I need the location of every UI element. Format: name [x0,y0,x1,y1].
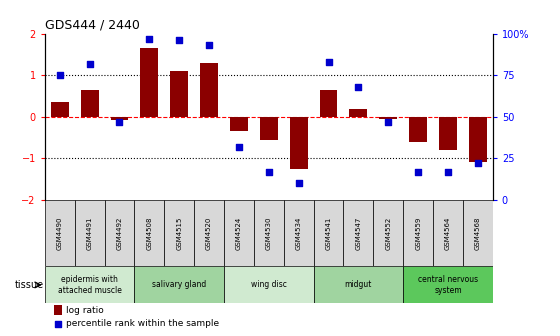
Bar [74,200,105,266]
Text: epidermis with
attached muscle: epidermis with attached muscle [58,275,122,295]
Point [175,38,184,43]
Bar [141,48,158,117]
Point [235,144,244,150]
Text: GSM4568: GSM4568 [475,216,481,250]
Bar [433,200,463,266]
Text: GSM4547: GSM4547 [356,216,361,250]
Bar [45,266,134,303]
Bar [403,200,433,266]
Bar [164,200,194,266]
Bar [290,117,307,169]
Bar [314,200,343,266]
Text: GSM4492: GSM4492 [116,216,123,250]
Text: GSM4491: GSM4491 [87,216,92,250]
Text: GSM4541: GSM4541 [325,216,332,250]
Bar [170,71,188,117]
Point [444,169,452,174]
Bar [469,117,487,163]
Bar [224,266,314,303]
Bar [439,117,457,150]
Point [324,59,333,65]
Bar [463,200,493,266]
Point [204,43,213,48]
Bar [54,305,62,315]
Bar [374,200,403,266]
Bar [224,200,254,266]
Bar [230,117,248,131]
Point [145,36,154,41]
Point [85,61,94,66]
Point [115,119,124,124]
Bar [200,63,218,117]
Text: midgut: midgut [345,281,372,289]
Point [53,321,62,326]
Text: tissue: tissue [15,280,44,290]
Bar [403,266,493,303]
Point [55,73,64,78]
Text: GSM4515: GSM4515 [176,216,182,250]
Bar [260,117,278,140]
Text: GSM4552: GSM4552 [385,217,391,250]
Bar [284,200,314,266]
Text: percentile rank within the sample: percentile rank within the sample [66,319,220,328]
Point [294,181,303,186]
Bar [379,117,397,119]
Bar [343,200,374,266]
Bar [81,90,99,117]
Text: GSM4508: GSM4508 [146,216,152,250]
Bar [349,109,367,117]
Bar [110,117,128,120]
Text: GSM4524: GSM4524 [236,217,242,250]
Bar [105,200,134,266]
Text: wing disc: wing disc [251,281,287,289]
Bar [254,200,284,266]
Text: GDS444 / 2440: GDS444 / 2440 [45,18,139,31]
Text: log ratio: log ratio [66,306,104,314]
Bar [409,117,427,142]
Bar [51,102,69,117]
Text: GSM4490: GSM4490 [57,216,63,250]
Bar [134,200,164,266]
Text: GSM4564: GSM4564 [445,216,451,250]
Text: GSM4520: GSM4520 [206,216,212,250]
Bar [314,266,403,303]
Point [264,169,273,174]
Text: central nervous
system: central nervous system [418,275,478,295]
Text: GSM4559: GSM4559 [415,216,421,250]
Bar [45,200,74,266]
Point [414,169,423,174]
Text: salivary gland: salivary gland [152,281,206,289]
Text: GSM4534: GSM4534 [296,216,302,250]
Point [354,84,363,89]
Bar [134,266,224,303]
Text: GSM4530: GSM4530 [266,216,272,250]
Bar [194,200,224,266]
Bar [320,90,338,117]
Point [473,161,482,166]
Point [384,119,393,124]
